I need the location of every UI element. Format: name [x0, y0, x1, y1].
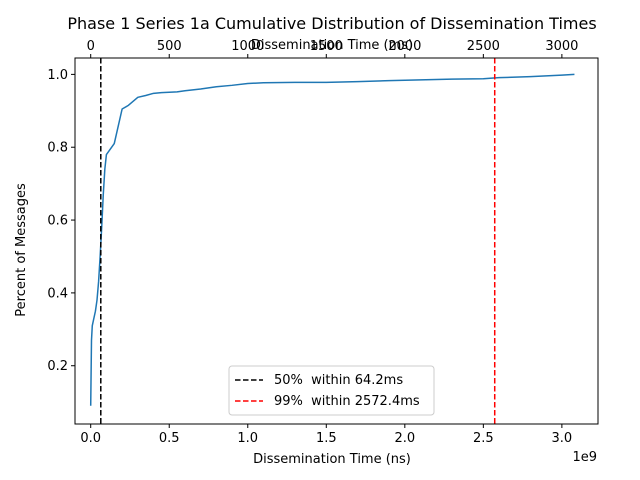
x-top-tick-label: 1000	[231, 39, 264, 54]
x-tick-label: 0.0	[80, 431, 101, 446]
legend: 50% within 64.2ms 99% within 2572.4ms	[228, 365, 435, 416]
x-tick-label: 0.5	[159, 431, 180, 446]
axis-ticks: 0.0 0.5 1.0 1.5 2.0 2.5 3.0 0 500 1000 1500 2000 250…	[47, 39, 578, 446]
y-tick-label: 0.8	[47, 141, 68, 156]
x-tick-label: 2.0	[394, 431, 415, 446]
x-top-tick-label: 2500	[467, 39, 500, 54]
y-tick-label: 1.0	[47, 68, 68, 83]
x-top-tick-label: 3000	[545, 39, 578, 54]
x-axis-label: Dissemination Time (ns)	[253, 452, 411, 467]
x-tick-label: 1.5	[316, 431, 337, 446]
x-tick-label: 1.0	[237, 431, 258, 446]
y-tick-label: 0.2	[47, 359, 68, 374]
x-tick-label: 2.5	[473, 431, 494, 446]
plot-area	[89, 58, 575, 424]
chart-title: Phase 1 Series 1a Cumulative Distributio…	[67, 14, 596, 33]
x-top-tick-label: 0	[87, 39, 95, 54]
cdf-series-line	[89, 73, 575, 406]
x-top-tick-label: 1500	[310, 39, 343, 54]
legend-label-median: 50% within 64.2ms	[274, 373, 403, 388]
axes-frame	[74, 57, 599, 425]
y-axis-label: Percent of Messages	[14, 183, 29, 317]
legend-label-p99: 99% within 2572.4ms	[274, 394, 420, 409]
x-top-tick-label: 500	[157, 39, 182, 54]
x-tick-label: 3.0	[552, 431, 573, 446]
legend-frame	[228, 365, 435, 416]
y-tick-label: 0.4	[47, 286, 68, 301]
x-axis-offset-label: 1e9	[572, 450, 597, 465]
y-tick-label: 0.6	[47, 214, 68, 229]
x-top-tick-label: 2000	[388, 39, 421, 54]
x-top-axis-label: Dissemination Time (ms)	[251, 38, 413, 53]
